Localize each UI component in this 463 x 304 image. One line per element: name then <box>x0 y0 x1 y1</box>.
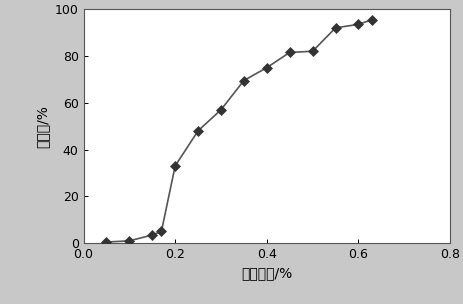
X-axis label: 单体浓度/%: 单体浓度/% <box>241 267 292 281</box>
Y-axis label: 接枝率/%: 接枝率/% <box>35 105 49 148</box>
